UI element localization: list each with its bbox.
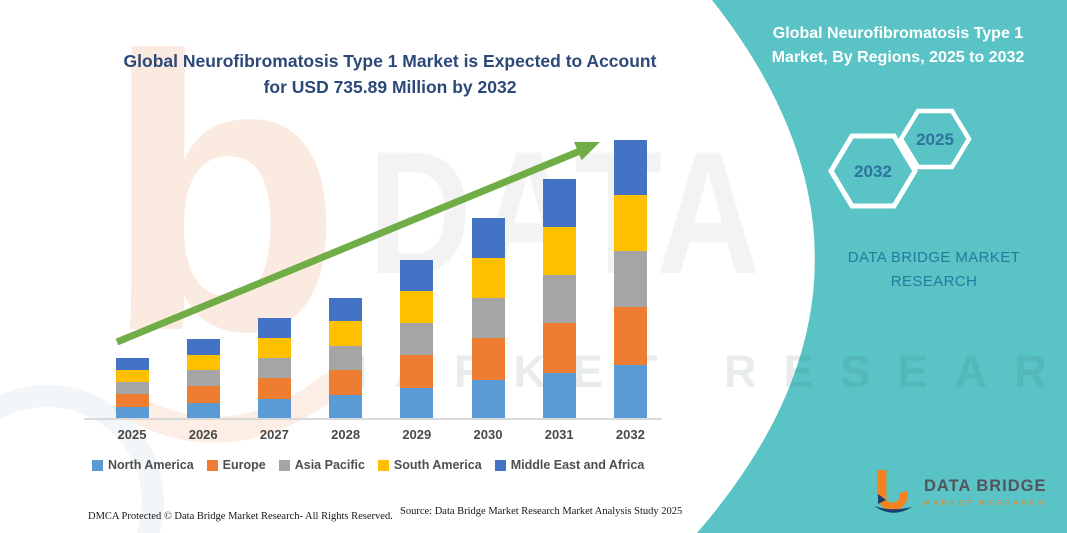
page-title: Global Neurofibromatosis Type 1 Market i… <box>123 51 657 98</box>
bar-segment <box>471 298 505 339</box>
bar-2032 <box>613 140 647 418</box>
bar-segment <box>400 322 434 355</box>
data-bridge-logo-icon <box>874 470 912 513</box>
logo-subtitle: MARKET RESEARCH <box>924 498 1047 507</box>
legend-label: Asia Pacific <box>294 458 365 472</box>
bar-segment <box>542 322 576 373</box>
bar-segment <box>613 306 647 366</box>
bar-segment <box>329 345 363 370</box>
legend-swatch-icon <box>92 459 103 471</box>
bar-2025 <box>115 357 149 418</box>
x-tick-label: 2025 <box>117 427 147 442</box>
bar-segment <box>542 179 576 227</box>
legend-item: North America <box>92 458 194 472</box>
legend-label: Middle East and Africa <box>510 458 645 472</box>
bar-segment <box>115 406 149 418</box>
bar-segment <box>186 386 220 403</box>
dmca-notice: DMCA Protected © Data Bridge Market Rese… <box>88 511 393 522</box>
x-tick-label: 2027 <box>259 427 289 442</box>
bar-segment <box>400 259 434 292</box>
bar-segment <box>329 321 363 346</box>
legend-label: Europe <box>222 458 266 472</box>
legend-label: North America <box>108 458 194 472</box>
bar-2026 <box>186 338 220 418</box>
bar-segment <box>471 380 505 418</box>
side-panel-heading: Global Neurofibromatosis Type 1 Market, … <box>771 25 1025 66</box>
bar-segment <box>115 357 149 371</box>
x-axis-labels: 2025 2026 2027 2028 2029 2030 2031 2032 <box>88 427 660 445</box>
bar-2028 <box>329 297 363 418</box>
legend-label: South America <box>393 458 482 472</box>
bar-segment <box>400 354 434 388</box>
source-note: Source: Data Bridge Market Research Mark… <box>400 506 683 517</box>
bar-2029 <box>400 259 434 418</box>
bar-segment <box>542 226 576 275</box>
bar-segment <box>257 317 291 338</box>
bar-segment <box>257 337 291 358</box>
bar-segment <box>186 354 220 371</box>
logo-title: DATA BRIDGE <box>924 477 1047 495</box>
bar-segment <box>542 372 576 418</box>
x-tick-label: 2030 <box>473 427 503 442</box>
legend: North America Europe Asia Pacific South Ame… <box>92 458 644 472</box>
bar-segment <box>471 338 505 381</box>
bar-segment <box>186 370 220 387</box>
bar-segment <box>115 370 149 383</box>
bar-segment <box>400 291 434 323</box>
x-tick-label: 2029 <box>402 427 432 442</box>
hexagon-2032-icon <box>828 133 918 209</box>
bar-segment <box>257 377 291 399</box>
bar-segment <box>400 387 434 418</box>
bar-segment <box>613 195 647 251</box>
x-axis-line <box>84 418 662 420</box>
bar-segment <box>186 338 220 355</box>
bar-segment <box>115 382 149 395</box>
legend-swatch-icon <box>278 459 290 471</box>
stacked-bar-chart: 2025 2026 2027 2028 2029 2030 2031 2032 North A… <box>84 130 662 472</box>
bar-segment <box>257 398 291 418</box>
bar-2030 <box>471 218 505 418</box>
bar-segment <box>613 250 647 307</box>
market-research-watermark: MARKET RESEARCH <box>330 346 1067 397</box>
bar-2027 <box>257 317 291 418</box>
x-tick-label: 2031 <box>544 427 574 442</box>
legend-swatch-icon <box>206 459 218 471</box>
bar-segment <box>329 369 363 395</box>
brand-text: DATA BRIDGE MARKET RESEARCH <box>847 249 1021 290</box>
bar-2031 <box>542 179 576 418</box>
bar-segment <box>542 274 576 323</box>
bar-segment <box>186 402 220 418</box>
legend-item: South America <box>377 458 482 472</box>
hex-year-2032: 2032 <box>854 162 892 181</box>
legend-item: Middle East and Africa <box>494 458 645 472</box>
plot-area <box>88 130 660 418</box>
hexagon-badges: 2025 2032 <box>828 108 972 209</box>
x-tick-label: 2026 <box>188 427 218 442</box>
bar-segment <box>329 395 363 418</box>
bar-segment <box>471 258 505 299</box>
bar-segment <box>329 297 363 322</box>
hex-year-2025: 2025 <box>916 130 954 149</box>
legend-item: Europe <box>206 458 266 472</box>
legend-item: Asia Pacific <box>278 458 365 472</box>
bar-segment <box>471 218 505 259</box>
legend-swatch-icon <box>377 459 389 471</box>
hexagon-2025-icon <box>898 108 972 170</box>
bar-segment <box>115 394 149 407</box>
bar-segment <box>257 357 291 378</box>
data-bridge-logo: DATA BRIDGE MARKET RESEARCH <box>872 468 1047 516</box>
bar-segment <box>613 140 647 196</box>
x-tick-label: 2032 <box>615 427 645 442</box>
bar-segment <box>613 365 647 418</box>
legend-swatch-icon <box>494 459 506 471</box>
x-tick-label: 2028 <box>331 427 361 442</box>
